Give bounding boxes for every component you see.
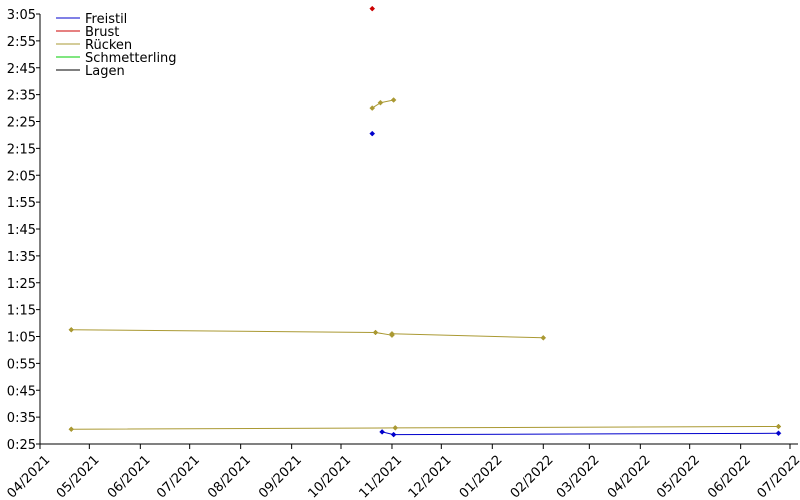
data-point bbox=[68, 426, 75, 433]
y-tick-label: 1:45 bbox=[7, 223, 36, 238]
y-tick-label: 1:05 bbox=[7, 331, 36, 346]
series-line bbox=[381, 431, 779, 436]
y-tick-label: 1:55 bbox=[7, 196, 36, 211]
x-tick-label: 01/2022 bbox=[457, 453, 506, 500]
x-tick-label: 04/2021 bbox=[4, 453, 53, 500]
y-tick-label: 3:05 bbox=[7, 8, 36, 23]
series-layer bbox=[68, 5, 782, 438]
data-point bbox=[68, 326, 75, 333]
x-tick-label: 08/2021 bbox=[205, 453, 254, 500]
legend-label: Freistil bbox=[85, 12, 127, 27]
y-tick-label: 1:15 bbox=[7, 304, 36, 319]
x-tick-label: 04/2022 bbox=[605, 453, 654, 500]
series-line bbox=[71, 426, 779, 430]
axes bbox=[39, 14, 798, 445]
data-point bbox=[390, 431, 397, 438]
x-tick-label: 12/2021 bbox=[406, 453, 455, 500]
x-tick-label: 03/2022 bbox=[554, 453, 603, 500]
y-tick-label: 0:35 bbox=[7, 411, 36, 426]
y-tick-label: 2:25 bbox=[7, 116, 36, 131]
y-tick-label: 2:15 bbox=[7, 142, 36, 157]
x-tick-label: 11/2021 bbox=[356, 453, 405, 500]
y-tick-label: 2:35 bbox=[7, 89, 36, 104]
data-point bbox=[775, 430, 782, 437]
data-point bbox=[377, 99, 384, 106]
data-point bbox=[775, 423, 782, 430]
x-tick-label: 10/2021 bbox=[305, 453, 354, 500]
series-freistil bbox=[369, 130, 782, 438]
y-tick-label: 2:55 bbox=[7, 35, 36, 50]
series-line bbox=[71, 329, 544, 339]
x-tick-label: 09/2021 bbox=[256, 453, 305, 500]
series-brust bbox=[369, 5, 376, 12]
series-r-cken bbox=[68, 97, 782, 433]
data-point bbox=[540, 334, 547, 341]
data-point bbox=[369, 105, 376, 111]
series-line bbox=[371, 99, 394, 109]
x-tick-label: 06/2021 bbox=[105, 453, 154, 500]
y-tick-label: 1:25 bbox=[7, 277, 36, 292]
legend-label: Rücken bbox=[85, 38, 132, 53]
y-tick-label: 0:25 bbox=[7, 438, 36, 453]
legend-label: Schmetterling bbox=[85, 51, 177, 66]
x-tick-label: 06/2022 bbox=[705, 453, 754, 500]
y-tick-label: 1:35 bbox=[7, 250, 36, 265]
y-tick-label: 2:05 bbox=[7, 169, 36, 184]
x-ticks: 04/2021 05/2021 06/2021 07/2021 08/2021 09/20… bbox=[4, 444, 800, 500]
data-point bbox=[392, 425, 399, 431]
data-point bbox=[369, 130, 376, 137]
legend-label: Lagen bbox=[85, 64, 125, 79]
data-point bbox=[390, 97, 397, 103]
x-tick-label: 05/2021 bbox=[54, 453, 103, 500]
data-point bbox=[372, 329, 379, 336]
x-tick-label: 05/2022 bbox=[654, 453, 703, 500]
x-tick-label: 07/2022 bbox=[754, 453, 800, 500]
x-tick-label: 07/2021 bbox=[154, 453, 203, 500]
data-point bbox=[379, 429, 385, 435]
data-point bbox=[369, 5, 376, 12]
legend-label: Brust bbox=[85, 25, 119, 40]
data-point bbox=[389, 330, 395, 337]
y-tick-label: 0:45 bbox=[7, 384, 36, 399]
y-ticks: 0:25 0:35 0:45 0:55 1:05 1:15 1:25 1:35 1:45 1:55… bbox=[7, 8, 40, 453]
x-tick-label: 02/2022 bbox=[508, 453, 557, 500]
y-tick-label: 0:55 bbox=[7, 357, 36, 372]
y-tick-label: 2:45 bbox=[7, 62, 36, 77]
